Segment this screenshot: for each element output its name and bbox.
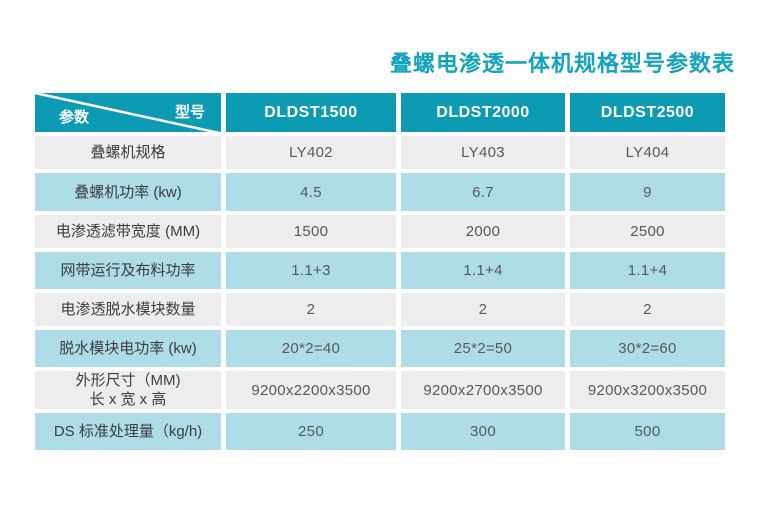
- table-cell: 2500: [570, 215, 725, 248]
- cell-value: 1.1+4: [463, 262, 503, 279]
- row-label: DS 标准处理量（kg/h): [53, 423, 203, 440]
- row-label: 外形尺寸（MM) 长 x 宽 x 高: [75, 372, 181, 408]
- table-cell: LY402: [226, 136, 396, 169]
- table-cell: 2: [570, 293, 725, 326]
- table-row-label: 脱水模块电功率 (kw): [35, 330, 221, 367]
- table-row-label: 电渗透滤带宽度 (MM): [35, 215, 221, 248]
- column-header-dldst1500: DLDST1500: [226, 93, 396, 132]
- row-label: 叠螺机规格: [90, 144, 166, 161]
- cell-value: 9: [643, 183, 652, 201]
- row-label: 电渗透脱水模块数量: [60, 301, 196, 318]
- cell-value: 2000: [465, 223, 501, 240]
- corner-model-label: 型号: [174, 104, 205, 121]
- table-row-label: 网带运行及布料功率: [35, 252, 221, 289]
- table-cell: LY403: [401, 136, 565, 169]
- column-header-dldst2000: DLDST2000: [401, 93, 565, 132]
- cell-value: 1.1+3: [291, 262, 331, 279]
- table-cell: 9200x2200x3500: [226, 371, 396, 409]
- table-cell: 6.7: [401, 173, 565, 211]
- cell-value: LY402: [289, 144, 333, 161]
- table-cell: 1.1+3: [226, 252, 396, 289]
- table-row-label: 外形尺寸（MM) 长 x 宽 x 高: [35, 371, 221, 409]
- cell-value: 30*2=60: [618, 340, 677, 357]
- table-cell: 2: [401, 293, 565, 326]
- table-cell: 250: [226, 413, 396, 450]
- table-row-label: 叠螺机规格: [35, 136, 221, 169]
- table-cell: 300: [401, 413, 565, 450]
- cell-value: 9200x2200x3500: [251, 381, 371, 399]
- spec-table: 参数 型号 DLDST1500 DLDST2000 DLDST2500 叠螺机规…: [34, 91, 725, 450]
- cell-value: 20*2=40: [281, 340, 341, 357]
- table-cell: LY404: [570, 136, 725, 169]
- cell-value: LY404: [625, 144, 670, 161]
- row-label: 电渗透滤带宽度 (MM): [55, 223, 201, 240]
- cell-value: 4.5: [300, 183, 322, 201]
- cell-value: 9200x3200x3500: [587, 381, 708, 399]
- row-label: 叠螺机功率 (kw): [74, 183, 182, 201]
- row-label: 脱水模块电功率 (kw): [59, 340, 197, 357]
- cell-value: 2: [306, 301, 316, 318]
- table-cell: 9200x2700x3500: [401, 371, 565, 409]
- column-header-dldst2500: DLDST2500: [570, 93, 725, 132]
- table-cell: 1.1+4: [401, 252, 565, 289]
- page-title: 叠螺电渗透一体机规格型号参数表: [389, 51, 735, 76]
- table-cell: 9200x3200x3500: [570, 371, 725, 409]
- table-cell: 20*2=40: [226, 330, 396, 367]
- table-cell: 2000: [401, 215, 565, 248]
- table-cell: 500: [570, 413, 725, 450]
- table-cell: 9: [570, 173, 725, 211]
- cell-value: 25*2=50: [453, 340, 513, 357]
- corner-header-cell: 参数 型号: [34, 91, 234, 138]
- table-row-label: DS 标准处理量（kg/h): [35, 413, 221, 450]
- table-cell: 30*2=60: [570, 330, 725, 367]
- table-cell: 4.5: [226, 173, 396, 211]
- table-cell: 25*2=50: [401, 330, 565, 367]
- cell-value: LY403: [461, 144, 505, 161]
- cell-value: 2500: [630, 223, 665, 240]
- cell-value: 1.1+4: [627, 262, 668, 279]
- cell-value: 6.7: [472, 183, 494, 201]
- cell-value: 1500: [293, 223, 329, 240]
- cell-value: 9200x2700x3500: [423, 381, 543, 399]
- table-cell: 1.1+4: [570, 252, 725, 289]
- cell-value: 2: [478, 301, 488, 318]
- table-cell: 1500: [226, 215, 396, 248]
- cell-value: 2: [643, 301, 652, 318]
- table-cell: 2: [226, 293, 396, 326]
- table-row-label: 电渗透脱水模块数量: [35, 293, 221, 326]
- cell-value: 500: [634, 423, 661, 440]
- table-row-label: 叠螺机功率 (kw): [35, 173, 221, 211]
- cell-value: 300: [470, 423, 496, 440]
- corner-param-label: 参数: [59, 109, 90, 126]
- cell-value: 250: [298, 423, 324, 440]
- row-label: 网带运行及布料功率: [60, 262, 196, 279]
